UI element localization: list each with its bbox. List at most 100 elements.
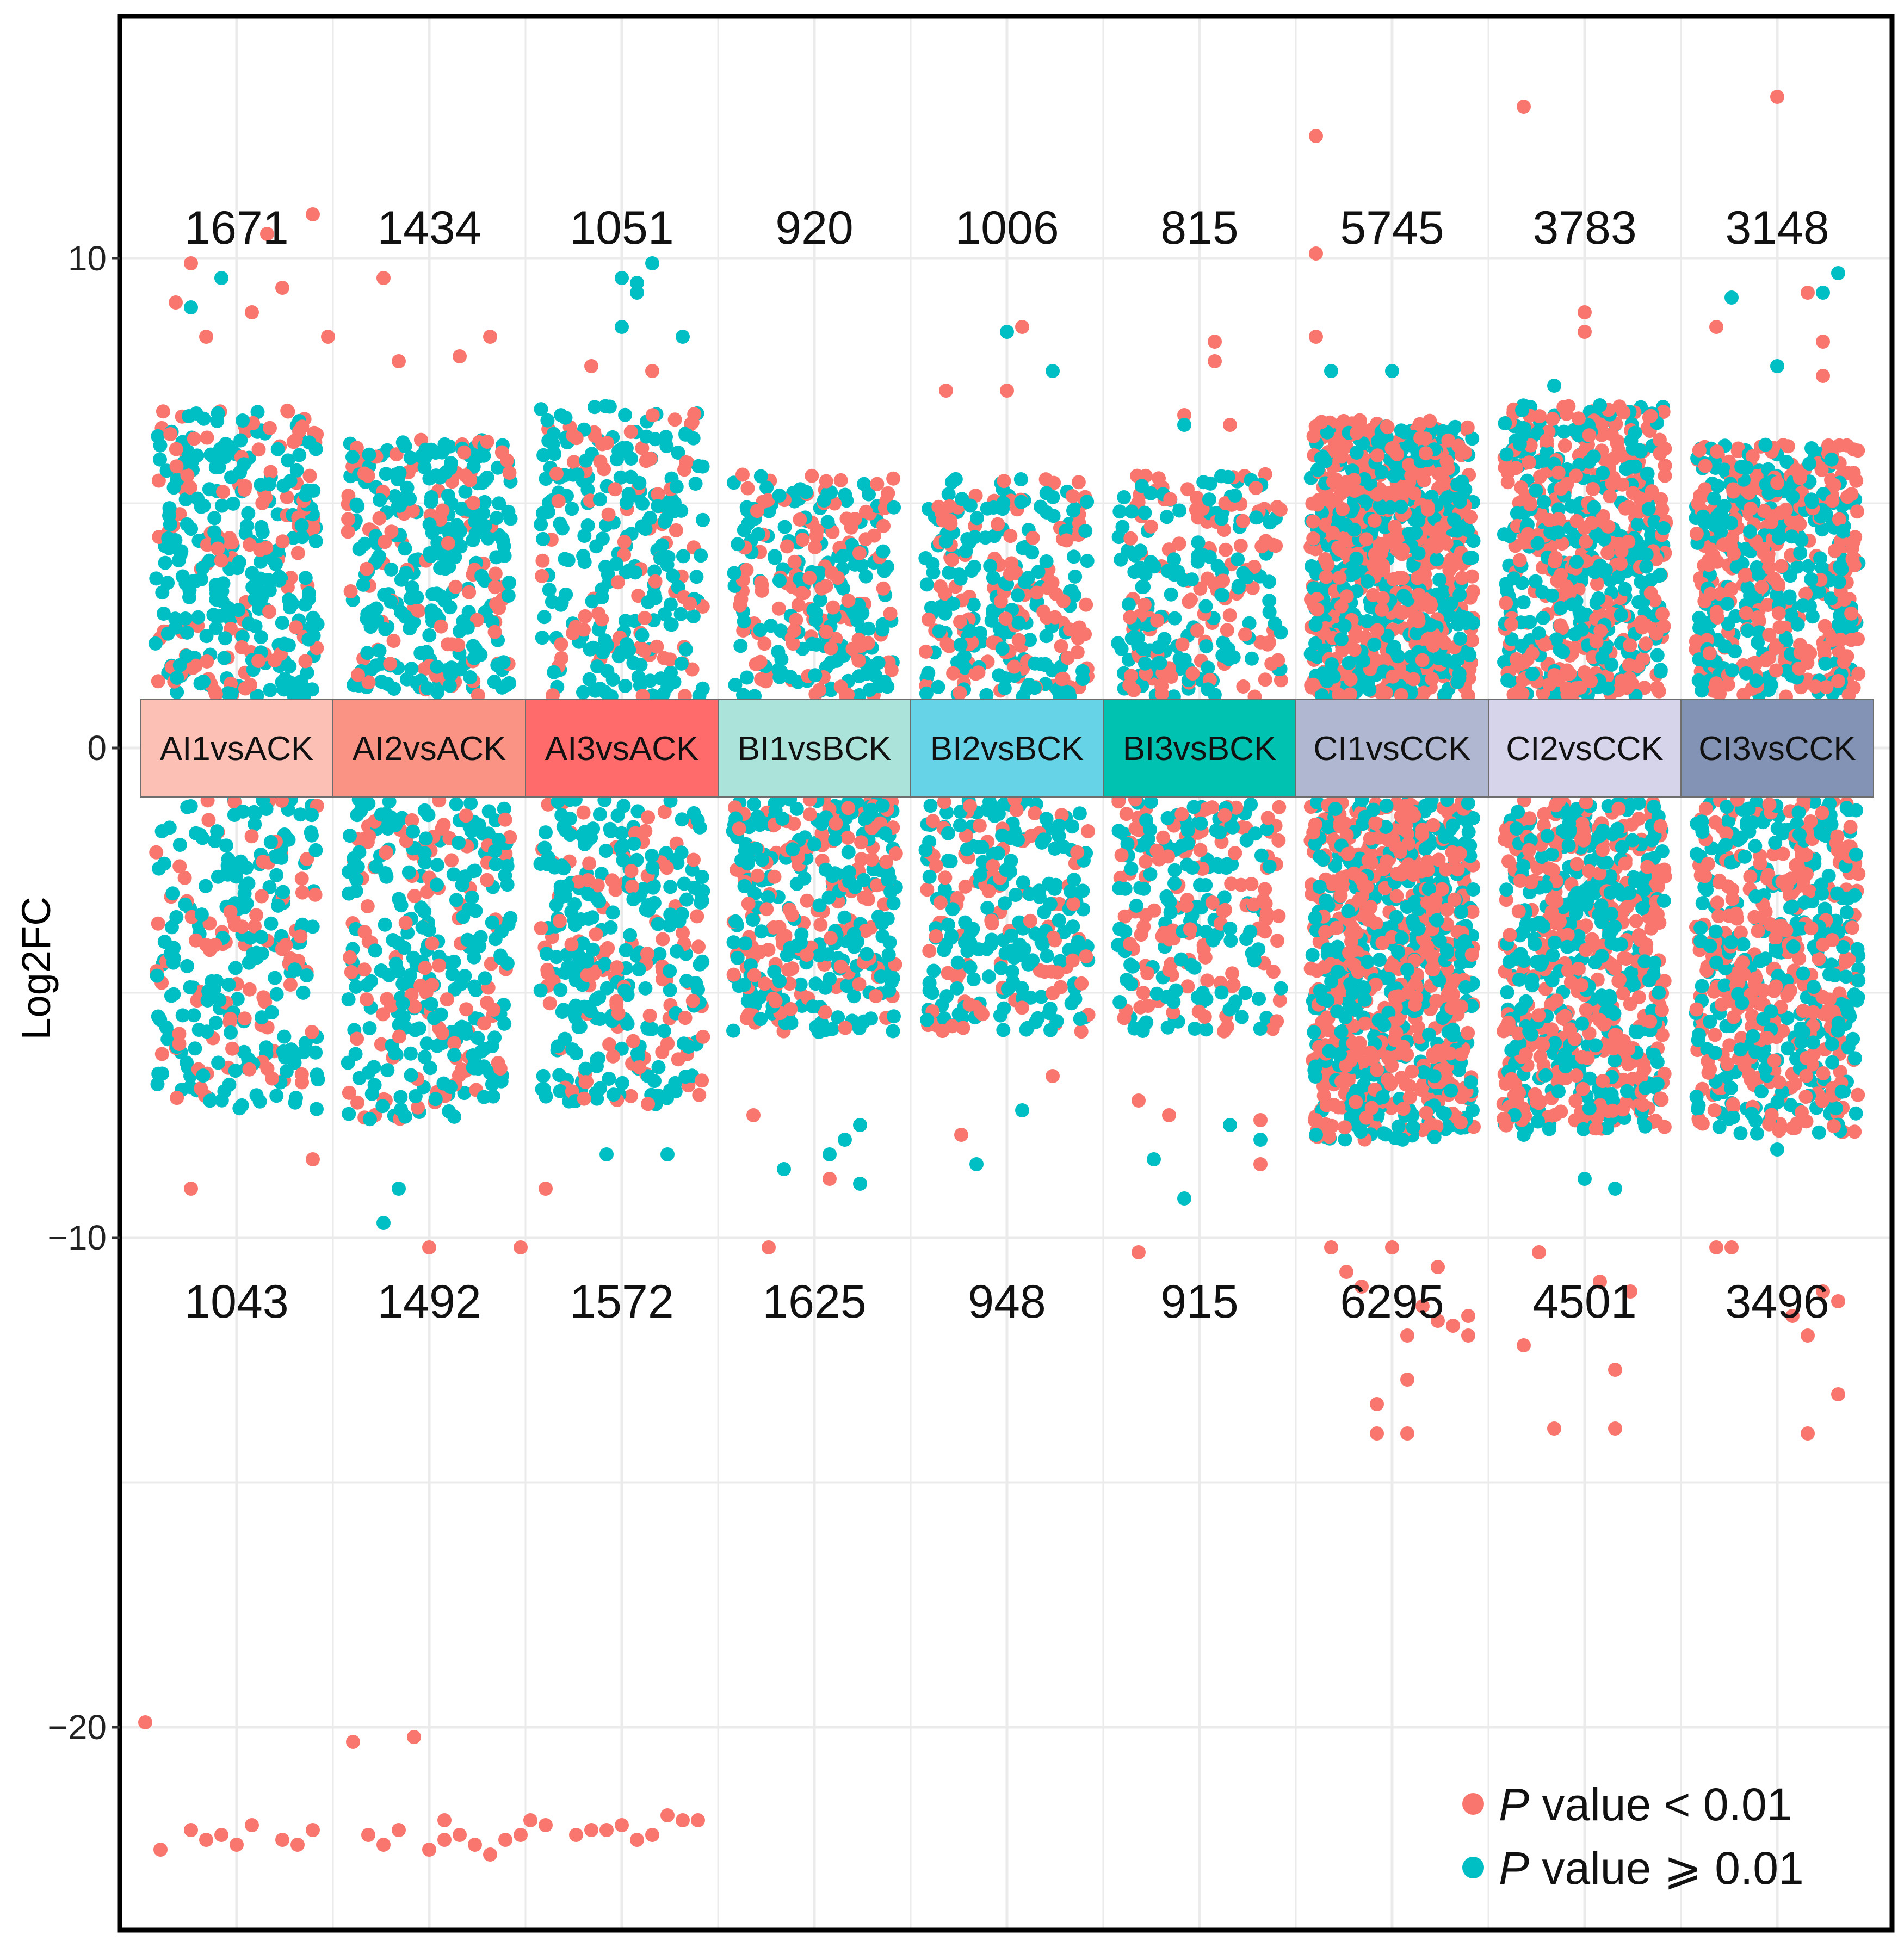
point-nonsignificant <box>208 578 223 592</box>
point-nonsignificant <box>932 624 947 639</box>
point-nonsignificant <box>183 799 198 813</box>
point-significant <box>595 437 610 452</box>
point-significant <box>163 427 178 441</box>
point-nonsignificant <box>380 677 395 691</box>
point-nonsignificant <box>1201 682 1215 697</box>
point-nonsignificant <box>730 950 745 965</box>
point-nonsignificant <box>955 492 969 506</box>
point-nonsignificant <box>304 825 318 839</box>
point-nonsignificant <box>887 1009 901 1024</box>
point-significant <box>1054 672 1069 687</box>
point-nonsignificant <box>218 631 232 646</box>
point-significant-outlier <box>437 1813 452 1827</box>
point-significant <box>858 504 873 519</box>
point-nonsignificant <box>427 1011 441 1025</box>
point-nonsignificant <box>1039 486 1054 500</box>
point-nonsignificant <box>299 968 314 982</box>
point-nonsignificant <box>1430 552 1444 567</box>
point-significant <box>407 999 422 1014</box>
point-nonsignificant <box>605 905 620 920</box>
point-significant-outlier <box>306 207 320 221</box>
point-nonsignificant <box>875 798 890 813</box>
point-nonsignificant <box>394 1102 408 1117</box>
point-nonsignificant <box>305 808 319 823</box>
point-nonsignificant-outlier <box>1253 1133 1268 1147</box>
point-significant <box>1200 571 1215 586</box>
point-nonsignificant <box>789 801 804 816</box>
point-significant-outlier <box>660 1808 675 1822</box>
point-significant <box>1310 602 1325 617</box>
point-nonsignificant <box>1262 594 1277 608</box>
point-nonsignificant <box>352 1071 367 1085</box>
point-significant <box>1070 845 1085 860</box>
point-nonsignificant <box>619 943 633 957</box>
point-significant-outlier <box>539 1818 553 1832</box>
point-nonsignificant <box>626 656 641 670</box>
point-significant <box>1272 800 1287 814</box>
point-nonsignificant <box>418 855 432 870</box>
point-significant <box>623 1089 638 1103</box>
point-nonsignificant <box>183 980 197 994</box>
point-significant <box>186 661 200 675</box>
point-nonsignificant <box>997 1001 1011 1016</box>
point-nonsignificant <box>605 672 620 687</box>
category-points-AI1vsACK <box>138 207 335 1857</box>
point-significant <box>344 965 358 979</box>
point-significant <box>659 861 674 875</box>
point-significant <box>384 998 398 1013</box>
point-nonsignificant <box>809 1019 823 1034</box>
point-significant <box>289 620 304 635</box>
point-nonsignificant <box>944 928 959 943</box>
point-nonsignificant <box>300 665 314 680</box>
point-nonsignificant <box>1027 681 1042 695</box>
point-significant <box>638 644 652 658</box>
point-nonsignificant <box>678 642 693 657</box>
point-nonsignificant <box>839 979 854 993</box>
point-nonsignificant <box>392 498 407 513</box>
point-nonsignificant <box>1201 660 1215 675</box>
point-significant <box>1143 519 1158 534</box>
point-nonsignificant <box>1188 1022 1202 1036</box>
point-significant <box>1081 824 1095 838</box>
point-significant <box>854 852 869 867</box>
point-nonsignificant <box>348 1047 363 1061</box>
point-nonsignificant <box>463 670 478 684</box>
point-significant <box>1417 473 1431 488</box>
point-nonsignificant <box>1213 825 1227 840</box>
point-significant-outlier <box>346 1735 360 1749</box>
point-nonsignificant <box>403 621 417 636</box>
point-nonsignificant <box>536 1082 551 1097</box>
point-significant <box>683 596 697 611</box>
point-nonsignificant <box>188 1041 202 1056</box>
point-nonsignificant <box>185 454 200 468</box>
point-significant <box>747 968 762 982</box>
point-significant <box>935 1024 950 1039</box>
point-significant <box>1222 608 1237 623</box>
point-nonsignificant <box>986 571 1000 585</box>
point-nonsignificant <box>454 502 469 516</box>
point-nonsignificant <box>423 549 438 564</box>
point-nonsignificant <box>308 534 323 548</box>
point-nonsignificant <box>876 544 891 559</box>
point-significant <box>786 636 800 651</box>
point-nonsignificant <box>1017 574 1032 589</box>
point-significant-outlier <box>392 1823 406 1837</box>
point-nonsignificant <box>1134 479 1149 493</box>
point-nonsignificant <box>736 688 750 702</box>
point-significant <box>685 993 700 1008</box>
point-significant <box>1236 514 1250 528</box>
point-significant <box>648 574 663 589</box>
point-significant <box>1038 472 1053 487</box>
point-significant <box>838 1021 852 1035</box>
point-nonsignificant <box>446 867 461 882</box>
point-nonsignificant <box>539 947 554 961</box>
point-significant <box>432 958 447 973</box>
point-nonsignificant <box>1034 935 1049 949</box>
grid-lines <box>122 18 1890 1928</box>
point-nonsignificant <box>228 1064 243 1078</box>
point-nonsignificant <box>1034 499 1048 514</box>
point-significant <box>597 462 611 477</box>
point-significant <box>1175 637 1190 652</box>
point-nonsignificant <box>458 969 472 983</box>
point-significant <box>1238 627 1252 642</box>
